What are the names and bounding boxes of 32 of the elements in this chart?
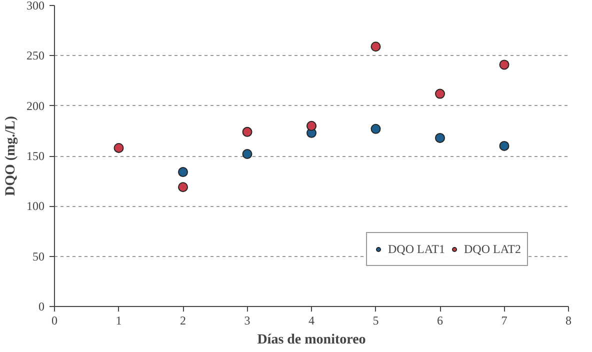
point	[178, 182, 188, 192]
point	[178, 167, 188, 178]
x-tick-label: 8	[566, 314, 572, 328]
point	[435, 88, 445, 99]
x-tick-label: 0	[52, 314, 58, 328]
x-tick-label: 4	[308, 314, 314, 328]
point	[370, 124, 381, 134]
x-tick-label: 6	[437, 314, 443, 328]
x-tick-label: 1	[116, 314, 122, 328]
point	[499, 60, 510, 70]
x-tick-label: 3	[244, 314, 250, 328]
x-tick-label: 2	[180, 314, 186, 328]
point	[306, 120, 316, 131]
y-tick-label: 250	[26, 48, 44, 63]
y-tick-label: 200	[26, 98, 44, 113]
y-tick-label: 50	[32, 249, 44, 264]
point	[242, 149, 252, 159]
point	[114, 142, 124, 153]
point	[370, 42, 381, 52]
legend-label: DQO LAT2	[464, 242, 521, 256]
legend-label: DQO LAT1	[388, 242, 445, 256]
point	[499, 140, 510, 151]
y-tick-label: 0	[38, 300, 44, 314]
y-tick-label: 150	[26, 149, 44, 163]
x-axis-title: Días de monitoreo	[257, 332, 366, 348]
point	[435, 132, 445, 143]
x-tick-label: 5	[372, 314, 379, 328]
x-tick-label: 7	[501, 314, 508, 328]
y-tick-label: 300	[26, 0, 44, 12]
y-axis-title: DQO (mg./L)	[4, 116, 18, 196]
point	[242, 126, 252, 137]
y-tick-label: 100	[26, 199, 44, 214]
